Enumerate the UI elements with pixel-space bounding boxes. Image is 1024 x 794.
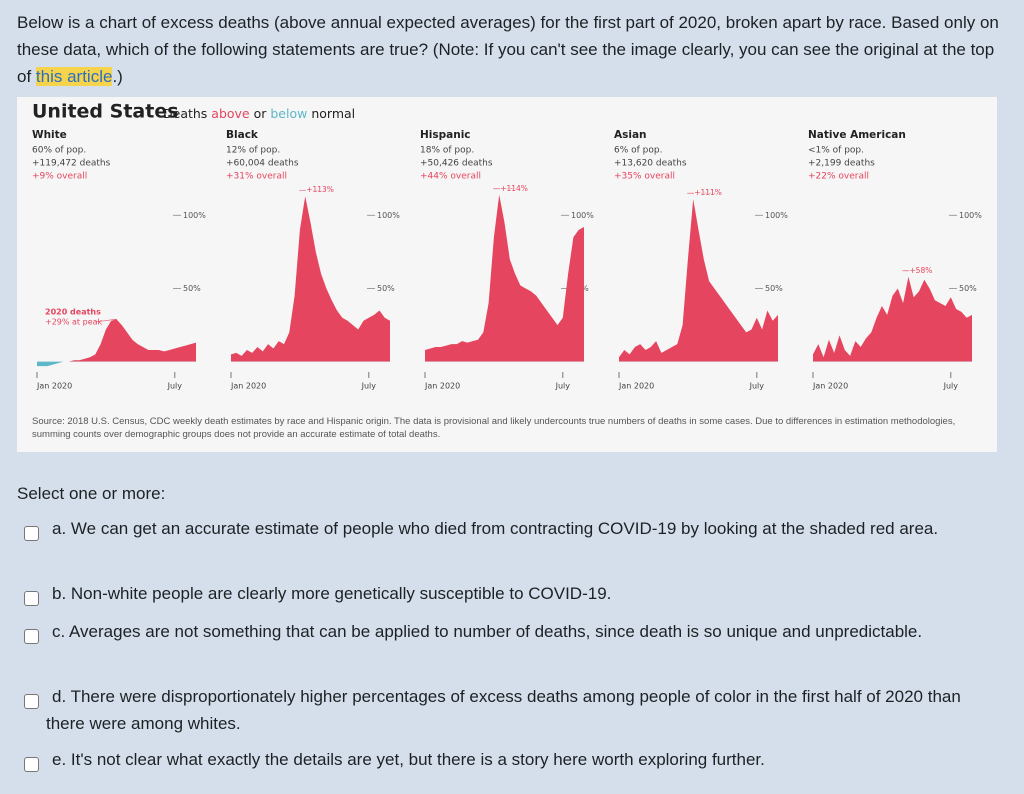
panel-deaths: +50,426 deaths	[420, 159, 493, 169]
checkbox[interactable]	[24, 757, 39, 772]
peak-label: +113%	[306, 185, 334, 194]
source: Source: 2018 U.S. Census, CDC weekly dea…	[32, 416, 956, 440]
panel-pop: 12% of pop.	[226, 146, 280, 156]
subtitle-word: or	[254, 106, 271, 121]
x-tick-label: Jan 2020	[812, 382, 848, 391]
panel-overall: +9% overall	[32, 172, 87, 182]
excess-area	[813, 276, 972, 362]
y-tick-label: 100%	[377, 211, 400, 220]
x-tick-label: July	[167, 382, 183, 391]
chart-title: United States	[32, 101, 179, 123]
option-text[interactable]: c. Averages are not something that can b…	[52, 622, 923, 641]
excess-area	[619, 199, 778, 362]
y-tick-label: 100%	[183, 211, 206, 220]
subtitle-word: Deaths	[163, 106, 211, 121]
panel-name: Asian	[614, 129, 647, 141]
panel-deaths: +2,199 deaths	[808, 159, 875, 169]
panel-deaths: +119,472 deaths	[32, 159, 111, 169]
checkbox[interactable]	[24, 629, 39, 644]
y-tick-label: 100%	[765, 211, 788, 220]
excess-area	[425, 194, 584, 362]
x-tick-label: Jan 2020	[618, 382, 654, 391]
panel-name: Hispanic	[420, 129, 471, 141]
subtitle-word: normal	[311, 106, 355, 121]
x-tick-label: July	[361, 382, 377, 391]
option-text[interactable]: a. We can get an accurate estimate of pe…	[52, 519, 939, 538]
peak-label: +29% at peak	[45, 318, 103, 327]
checkbox[interactable]	[24, 526, 39, 541]
y-tick-label: 50%	[959, 284, 977, 293]
excess-area	[37, 319, 196, 367]
panel-pop: <1% of pop.	[808, 146, 864, 156]
article-link[interactable]: this article	[35, 67, 113, 86]
chart-image: United States Deaths above or below norma…	[17, 97, 997, 452]
panel-overall: +31% overall	[226, 172, 287, 182]
panel-name: Native American	[808, 129, 906, 141]
panel-pop: 6% of pop.	[614, 146, 662, 156]
peak-leader	[94, 318, 117, 323]
excess-area	[231, 196, 390, 362]
peak-label: +58%	[909, 266, 932, 275]
question-text: Below is a chart of excess deaths (above…	[17, 13, 999, 86]
option-text[interactable]: d. There were disproportionately higher …	[46, 687, 961, 733]
panel-deaths: +13,620 deaths	[614, 159, 687, 169]
x-tick-label: July	[555, 382, 571, 391]
x-tick-label: Jan 2020	[36, 382, 72, 391]
y-tick-label: 100%	[571, 211, 594, 220]
checkbox[interactable]	[24, 694, 39, 709]
question-end: .)	[112, 67, 123, 86]
panel-overall: +44% overall	[420, 172, 481, 182]
y-tick-label: 50%	[183, 284, 201, 293]
panel-name: Black	[226, 129, 259, 141]
y-tick-label: 50%	[765, 284, 783, 293]
panel-pop: 60% of pop.	[32, 146, 86, 156]
subtitle-word: below	[270, 106, 311, 121]
panel-pop: 18% of pop.	[420, 146, 474, 156]
chart-subtitle: Deaths above or below normal	[163, 106, 355, 121]
y-tick-label: 100%	[959, 211, 982, 220]
option-text[interactable]: b. Non-white people are clearly more gen…	[52, 584, 612, 603]
subtitle-word: above	[211, 106, 253, 121]
y-tick-label: 50%	[377, 284, 395, 293]
peak-label: +114%	[500, 184, 528, 193]
checkbox[interactable]	[24, 591, 39, 606]
x-tick-label: July	[749, 382, 765, 391]
peak-note: 2020 deaths	[45, 308, 101, 317]
panel-deaths: +60,004 deaths	[226, 159, 299, 169]
question: Below is a chart of excess deaths (above…	[17, 9, 1002, 90]
x-tick-label: July	[943, 382, 959, 391]
prompt: Select one or more:	[17, 484, 166, 503]
option-text[interactable]: e. It's not clear what exactly the detai…	[52, 750, 765, 769]
x-tick-label: Jan 2020	[230, 382, 266, 391]
panel-name: White	[32, 129, 67, 141]
peak-label: +111%	[694, 188, 722, 197]
panel-overall: +22% overall	[808, 172, 869, 182]
x-tick-label: Jan 2020	[424, 382, 460, 391]
panel-overall: +35% overall	[614, 172, 675, 182]
